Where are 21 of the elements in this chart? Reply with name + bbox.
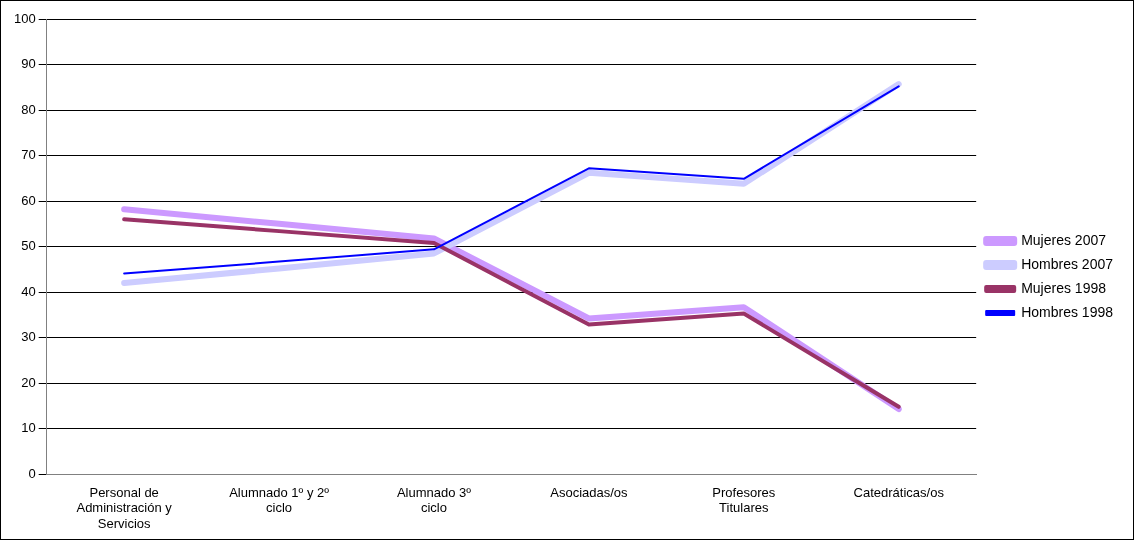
legend-label: Mujeres 2007 [1021, 231, 1107, 248]
y-tick-label: 50 [21, 238, 36, 254]
y-tick-label: 20 [21, 374, 36, 390]
y-tick-label: 0 [28, 465, 36, 481]
y-tick-label: 70 [21, 147, 36, 163]
x-tick-label: Alumnado 3º ciclo [396, 484, 472, 516]
y-tick-label: 40 [21, 283, 36, 299]
y-tick-label: 90 [21, 56, 36, 72]
x-tick-label: Asociadas/os [550, 484, 629, 500]
x-tick-label: Personal de Administración y Servicios [76, 484, 173, 531]
legend-label: Mujeres 1998 [1021, 279, 1107, 296]
y-tick-label: 100 [13, 10, 36, 26]
y-tick-label: 80 [21, 101, 36, 117]
x-tick-label: Profesores Titulares [712, 484, 776, 516]
x-tick-label: Alumnado 1º y 2º ciclo [229, 484, 330, 516]
y-tick-label: 60 [21, 192, 36, 208]
legend-label: Hombres 2007 [1021, 255, 1114, 272]
y-tick-label: 10 [21, 420, 36, 436]
legend-label: Hombres 1998 [1021, 303, 1114, 320]
x-tick-label: Catedráticas/os [853, 484, 945, 500]
y-tick-label: 30 [21, 329, 36, 345]
